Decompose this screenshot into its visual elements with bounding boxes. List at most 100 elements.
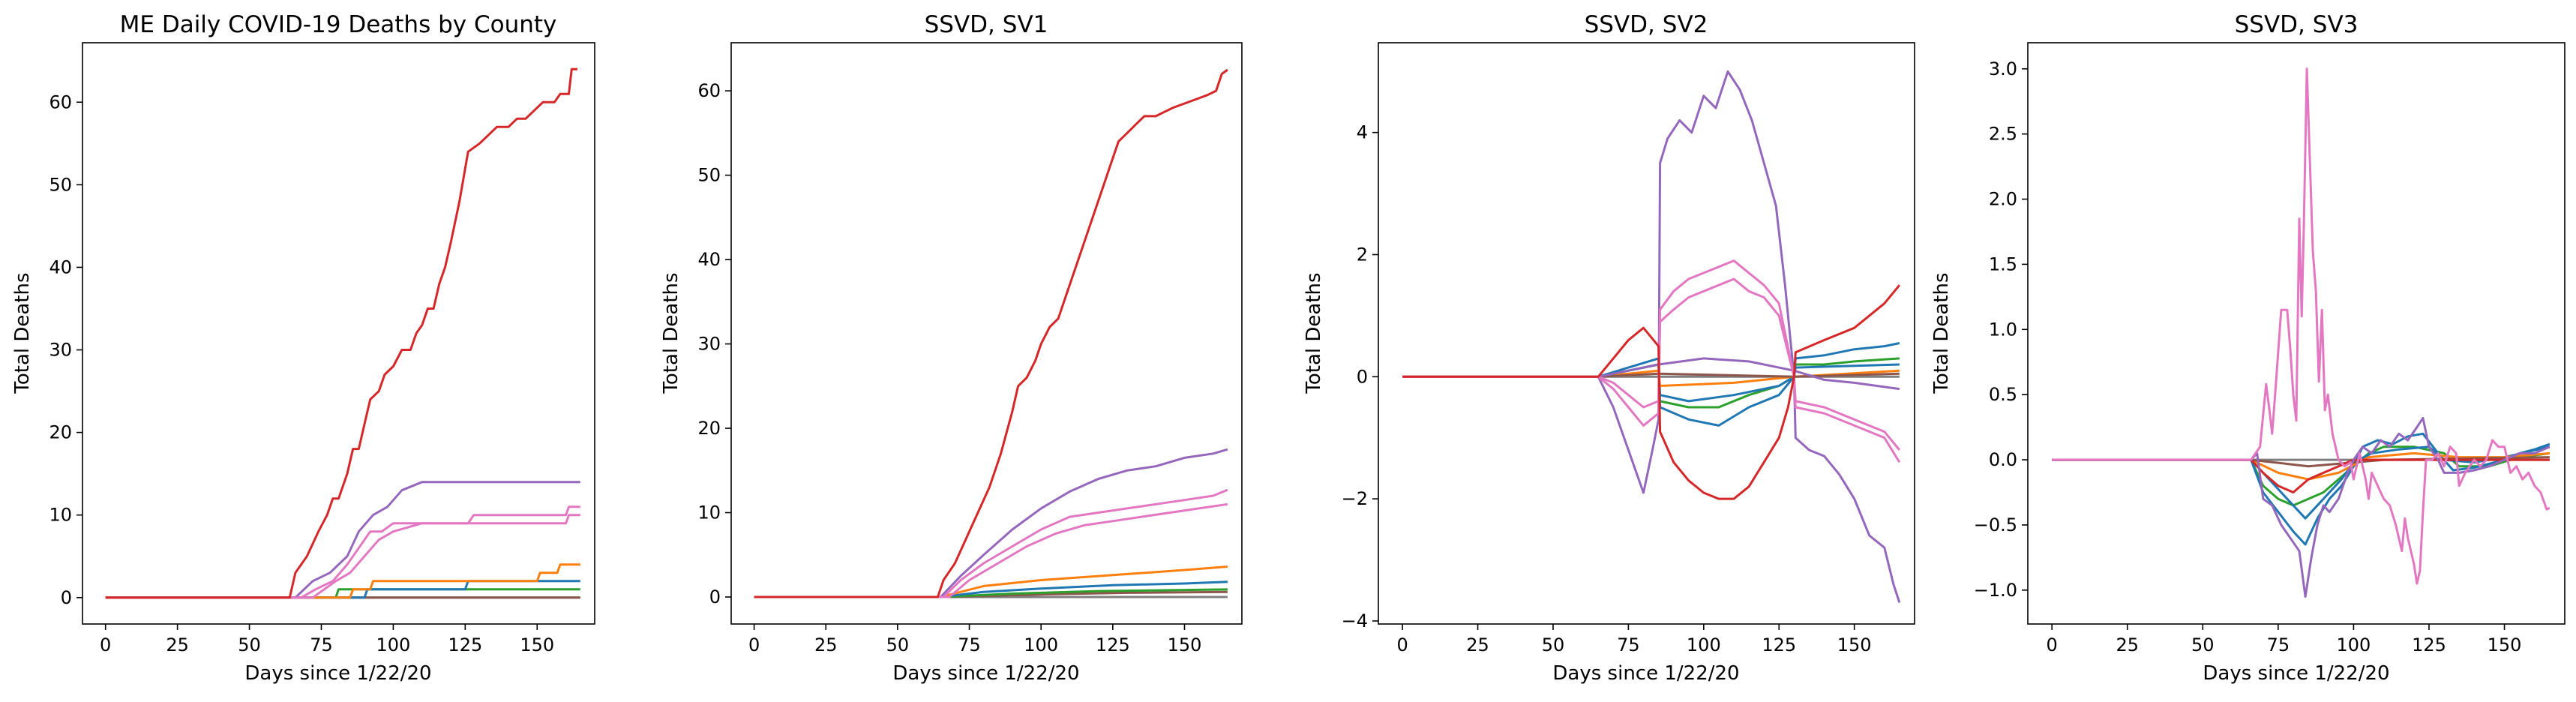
chart-title: SSVD, SV2 xyxy=(1585,11,1708,38)
series-line-9 xyxy=(1402,278,1901,451)
y-tick-label: 0 xyxy=(1357,366,1368,387)
x-tick-label: 0 xyxy=(100,634,111,656)
y-tick-label: 4 xyxy=(1357,122,1368,143)
panel-ssvd-sv1: 0 25 50 75 100 125 150 0 10 20 30 40 50 60 SSVD, SV1… xyxy=(660,11,1243,685)
x-axis-label: Days since 1/22/20 xyxy=(1552,662,1739,685)
y-tick-label: 2.5 xyxy=(1989,124,2017,145)
y-tick-label: 0.0 xyxy=(1989,449,2017,470)
series-lines xyxy=(754,68,1228,598)
y-ticks: −4 −2 0 2 4 xyxy=(1342,122,1378,632)
axes-frame xyxy=(730,42,1243,625)
y-tick-label: −4 xyxy=(1342,610,1368,632)
series-line-8 xyxy=(105,68,577,599)
x-tick-label: 0 xyxy=(1396,634,1408,656)
x-tick-label: 50 xyxy=(2191,634,2215,656)
series-line-7 xyxy=(105,514,580,599)
y-tick-label: −0.5 xyxy=(1974,514,2017,536)
panel-county-deaths: 0 25 50 75 100 125 150 0 10 20 30 40 50 60 ME Daily … xyxy=(11,11,595,685)
chart-title: SSVD, SV1 xyxy=(925,11,1048,38)
x-tick-label: 100 xyxy=(1687,634,1721,656)
panel-ssvd-sv2: 0 25 50 75 100 125 150 −4 −2 0 2 4 SSVD, SV2 Days … xyxy=(1303,11,1915,685)
series-line-6 xyxy=(754,488,1228,598)
y-tick-label: 30 xyxy=(697,334,721,355)
y-tick-label: 50 xyxy=(49,174,72,195)
x-tick-label: 75 xyxy=(1617,634,1640,656)
series-line-7 xyxy=(1402,357,1900,391)
x-tick-label: 125 xyxy=(2412,634,2446,656)
series-line-6 xyxy=(1402,70,1901,603)
series-line-6 xyxy=(2052,458,2550,494)
series-line-6 xyxy=(105,506,580,599)
series-lines xyxy=(2052,68,2551,598)
y-axis-label: Total Deaths xyxy=(1930,272,1953,394)
x-tick-label: 125 xyxy=(1762,634,1796,656)
x-axis-label: Days since 1/22/20 xyxy=(892,662,1079,685)
y-tick-label: 1.0 xyxy=(1989,319,2017,340)
panel-ssvd-sv3: 0 25 50 75 100 125 150 −1.0 −0.5 0.0 0.5 1.0 1.5 2.0… xyxy=(1930,11,2566,685)
x-ticks: 0 25 50 75 100 125 150 xyxy=(1396,624,1872,656)
x-tick-label: 25 xyxy=(814,634,838,656)
y-tick-label: 50 xyxy=(697,165,721,186)
series-lines xyxy=(105,68,580,599)
y-tick-label: 0.5 xyxy=(1989,384,2017,405)
y-tick-label: 40 xyxy=(49,256,72,278)
y-tick-label: 1.5 xyxy=(1989,254,2017,274)
y-axis-label: Total Deaths xyxy=(11,272,34,394)
y-tick-label: −1.0 xyxy=(1974,580,2017,601)
y-tick-label: 2 xyxy=(1357,244,1368,265)
x-ticks: 0 25 50 75 100 125 150 xyxy=(2047,624,2522,656)
y-tick-label: 3.0 xyxy=(1989,58,2017,80)
x-tick-label: 100 xyxy=(376,634,410,656)
x-tick-label: 75 xyxy=(310,634,333,656)
x-tick-label: 50 xyxy=(1542,634,1565,656)
y-tick-label: −2 xyxy=(1342,488,1368,509)
x-ticks: 0 25 50 75 100 125 150 xyxy=(100,624,554,656)
x-tick-label: 100 xyxy=(1024,634,1058,656)
chart-title: SSVD, SV3 xyxy=(2235,11,2359,38)
x-tick-label: 25 xyxy=(1466,634,1489,656)
y-tick-label: 40 xyxy=(697,249,721,270)
series-line-8 xyxy=(2052,68,2551,585)
y-axis-label: Total Deaths xyxy=(660,272,682,394)
y-tick-label: 2.0 xyxy=(1989,189,2017,210)
series-line-2 xyxy=(1402,342,1900,427)
y-axis-label: Total Deaths xyxy=(1303,272,1325,394)
x-tick-label: 150 xyxy=(2488,634,2522,656)
x-tick-label: 150 xyxy=(520,634,554,656)
y-tick-label: 10 xyxy=(697,502,721,524)
x-tick-label: 0 xyxy=(748,634,760,656)
x-tick-label: 50 xyxy=(886,634,910,656)
series-line-8 xyxy=(754,68,1228,598)
x-tick-label: 75 xyxy=(958,634,981,656)
x-tick-label: 75 xyxy=(2267,634,2290,656)
x-axis-label: Days since 1/22/20 xyxy=(2203,662,2389,685)
x-tick-label: 150 xyxy=(1168,634,1202,656)
y-tick-label: 0 xyxy=(61,587,72,608)
y-tick-label: 10 xyxy=(49,505,72,526)
series-line-4 xyxy=(105,563,580,599)
x-tick-label: 0 xyxy=(2047,634,2058,656)
x-tick-label: 150 xyxy=(1837,634,1872,656)
axes-frame xyxy=(82,42,595,625)
series-line-8 xyxy=(1402,260,1901,464)
y-tick-label: 30 xyxy=(49,340,72,361)
x-tick-label: 125 xyxy=(1096,634,1130,656)
x-tick-label: 125 xyxy=(448,634,482,656)
x-axis-label: Days since 1/22/20 xyxy=(244,662,431,685)
y-tick-label: 60 xyxy=(697,80,721,101)
chart-title: ME Daily COVID-19 Deaths by County xyxy=(120,11,557,38)
y-tick-label: 0 xyxy=(709,586,721,608)
series-line-5 xyxy=(754,448,1228,598)
y-tick-label: 20 xyxy=(697,418,721,439)
x-ticks: 0 25 50 75 100 125 150 xyxy=(748,624,1201,656)
series-line-2 xyxy=(2052,432,2551,546)
series-line-7 xyxy=(754,502,1228,598)
y-tick-label: 60 xyxy=(49,92,72,112)
y-ticks: 0 10 20 30 40 50 60 xyxy=(49,92,82,608)
y-tick-label: 20 xyxy=(49,422,72,443)
y-ticks: 0 10 20 30 40 50 60 xyxy=(697,80,731,608)
series-line-5 xyxy=(105,481,580,599)
x-tick-label: 50 xyxy=(238,634,261,656)
